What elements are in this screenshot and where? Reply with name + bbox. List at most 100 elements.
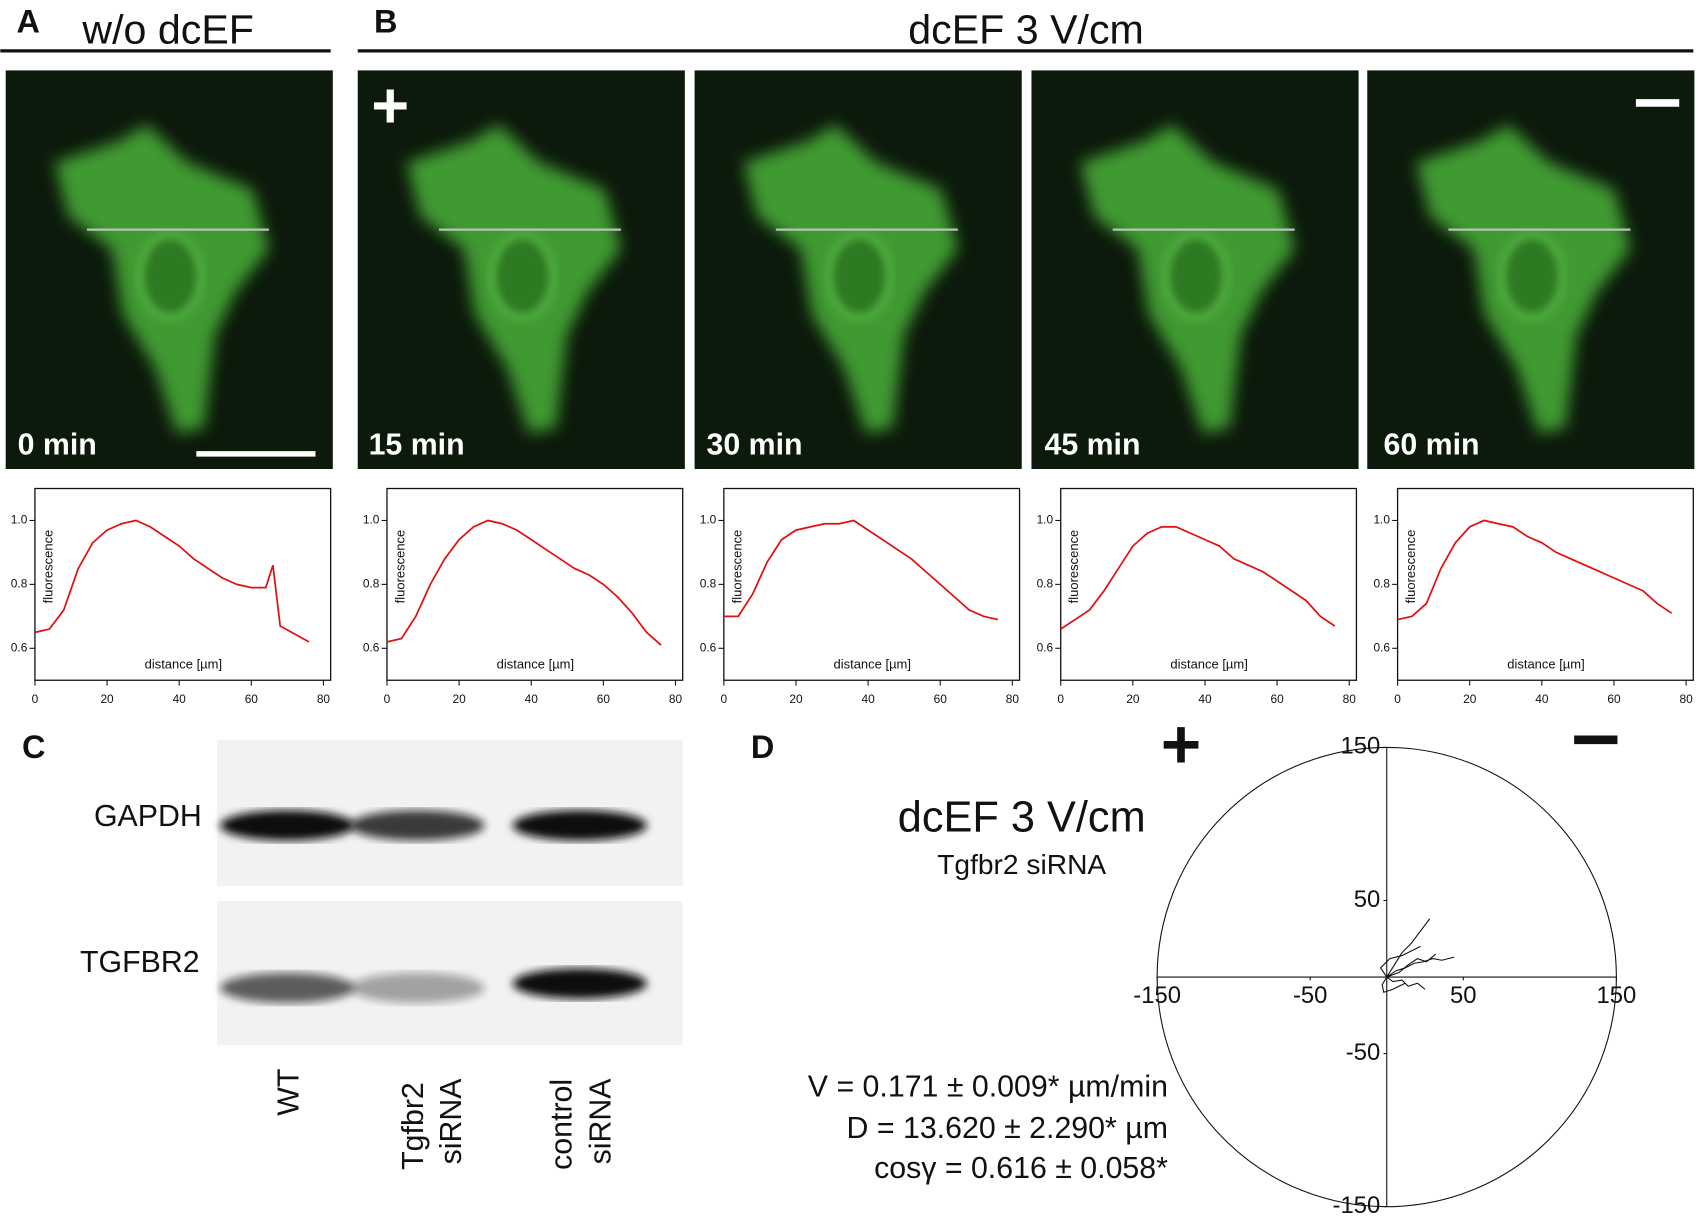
band	[513, 810, 647, 840]
x-tick-label: 50	[1450, 982, 1477, 1009]
x-tick-label: 60	[245, 692, 259, 706]
panel-title: dcEF 3 V/cm	[898, 793, 1146, 841]
cell-track	[1386, 918, 1431, 978]
cell-track	[1381, 976, 1406, 994]
y-tick-label: 0.8	[1037, 577, 1054, 591]
x-axis-label: distance [µm]	[834, 657, 911, 672]
micrograph	[1367, 70, 1694, 469]
panel-title: w/o dcEF	[81, 6, 254, 52]
x-tick-label: 20	[1126, 692, 1140, 706]
x-tick-label: 40	[1535, 692, 1549, 706]
y-tick-label: 1.0	[363, 513, 380, 527]
x-tick-label: 0	[721, 692, 728, 706]
plot-frame	[34, 487, 332, 681]
x-tick-label: 80	[1679, 692, 1693, 706]
x-axis-label: distance [µm]	[1507, 657, 1584, 672]
lane-label: siRNA	[585, 1078, 618, 1165]
y-tick-label: 0.6	[11, 640, 28, 654]
panel-label: A	[17, 3, 40, 39]
cell-track	[1379, 945, 1421, 978]
y-tick-label: 0.8	[363, 577, 380, 591]
panel-label: C	[22, 729, 45, 765]
anode-sign: +	[371, 69, 409, 142]
y-tick-label: 1.0	[1037, 513, 1054, 527]
x-tick-label: 20	[452, 692, 466, 706]
panel-label: B	[374, 3, 397, 39]
y-tick-label: -150	[1333, 1192, 1381, 1219]
x-tick-label: 0	[1394, 692, 1401, 706]
band	[220, 810, 354, 840]
time-label: 45 min	[1044, 428, 1140, 461]
plot-frame	[1396, 487, 1694, 681]
x-axis-label: distance [µm]	[145, 657, 222, 672]
plot-frame	[1060, 487, 1358, 681]
cell-track	[1386, 953, 1437, 978]
y-tick-label: 0.8	[700, 577, 717, 591]
anode-sign: +	[1161, 705, 1201, 783]
cell-track	[1386, 976, 1426, 990]
y-tick-label: 0.6	[700, 640, 717, 654]
x-tick-label: 60	[1270, 692, 1284, 706]
x-tick-label: 40	[861, 692, 875, 706]
y-tick-label: 0.8	[11, 577, 28, 591]
x-tick-label: 60	[1607, 692, 1621, 706]
panel-label: D	[751, 729, 774, 765]
x-tick-label: -50	[1293, 982, 1327, 1009]
lane-label: WT	[273, 1069, 306, 1116]
band	[350, 973, 484, 1003]
x-axis-label: distance [µm]	[497, 657, 574, 672]
y-tick-label: 0.8	[1373, 577, 1390, 591]
y-tick-label: 0.6	[363, 640, 380, 654]
lane-label: control	[546, 1079, 579, 1170]
y-axis-label: fluorescence	[40, 530, 55, 604]
micrograph	[1031, 70, 1358, 469]
micrograph	[695, 70, 1022, 469]
profile-line	[723, 519, 999, 621]
y-axis-label: fluorescence	[1403, 530, 1418, 604]
y-tick-label: -50	[1346, 1039, 1380, 1066]
y-axis-label: fluorescence	[1066, 530, 1081, 604]
band	[513, 968, 647, 998]
profile-line	[386, 519, 662, 646]
band	[220, 973, 354, 1003]
profile-line	[1060, 525, 1336, 630]
time-label: 30 min	[707, 428, 803, 461]
x-tick-label: 60	[597, 692, 611, 706]
y-axis-label: fluorescence	[729, 530, 744, 604]
lane-label: Tgfbr2	[397, 1082, 430, 1170]
x-tick-label: 60	[934, 692, 948, 706]
x-tick-label: 0	[1057, 692, 1064, 706]
x-tick-label: 20	[1463, 692, 1477, 706]
x-tick-label: 20	[789, 692, 803, 706]
x-tick-label: 0	[32, 692, 39, 706]
x-tick-label: 80	[317, 692, 331, 706]
row-label: TGFBR2	[80, 946, 200, 979]
plot-frame	[723, 487, 1021, 681]
y-axis-label: fluorescence	[392, 530, 407, 604]
x-tick-label: 150	[1597, 982, 1637, 1009]
plot-frame	[386, 487, 684, 681]
row-label: GAPDH	[94, 800, 202, 833]
x-tick-label: 80	[669, 692, 683, 706]
panel-subtitle: Tgfbr2 siRNA	[937, 849, 1106, 880]
y-tick-label: 0.6	[1037, 640, 1054, 654]
y-tick-label: 1.0	[700, 513, 717, 527]
panel-title: dcEF 3 V/cm	[908, 6, 1144, 52]
x-tick-label: -150	[1133, 982, 1181, 1009]
time-label: 60 min	[1384, 428, 1480, 461]
x-tick-label: 40	[525, 692, 539, 706]
stat: D = 13.620 ± 2.290* µm	[847, 1112, 1168, 1145]
time-label: 0 min	[18, 428, 97, 461]
cell-track	[1386, 956, 1455, 978]
y-tick-label: 50	[1354, 886, 1381, 913]
y-tick-label: 1.0	[11, 513, 28, 527]
stat: cosγ = 0.616 ± 0.058*	[874, 1152, 1168, 1185]
x-tick-label: 80	[1343, 692, 1357, 706]
x-axis-label: distance [µm]	[1170, 657, 1247, 672]
stat: V = 0.171 ± 0.009* µm/min	[808, 1071, 1168, 1104]
y-tick-label: 0.6	[1373, 640, 1390, 654]
profile-line	[34, 519, 310, 643]
x-tick-label: 0	[384, 692, 391, 706]
band	[350, 810, 484, 840]
x-tick-label: 20	[100, 692, 114, 706]
